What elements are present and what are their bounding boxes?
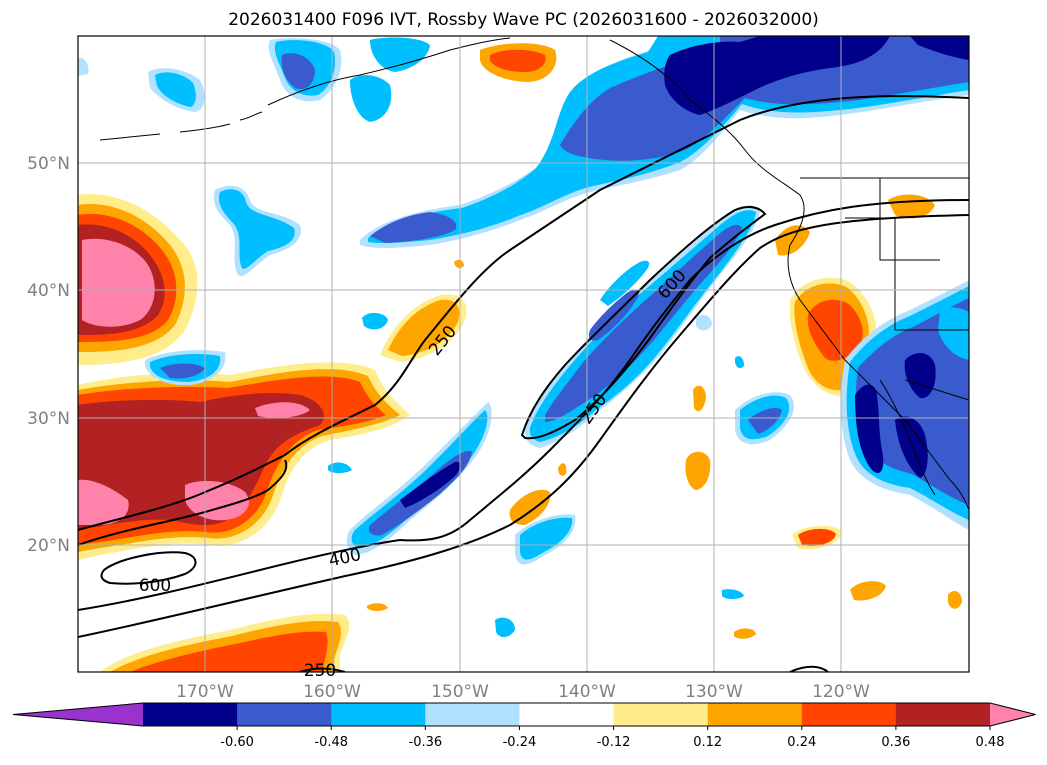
colorbar-segment xyxy=(237,703,332,726)
colorbar-extend-min xyxy=(13,703,143,726)
colorbar-segment xyxy=(425,703,520,726)
longitude-label: 120°W xyxy=(812,682,870,702)
state-line-b xyxy=(845,217,969,331)
contour-400-outer xyxy=(78,199,969,611)
colorbar: -0.60 -0.48 -0.36 -0.24 -0.12 0.12 0.24 0.36 0.4… xyxy=(12,702,1036,750)
colorbar-extend-max xyxy=(990,703,1036,726)
colorbar-tick-label: -0.36 xyxy=(409,735,443,750)
coastlines xyxy=(99,37,969,511)
longitude-label: 150°W xyxy=(431,682,489,702)
colorbar-segment xyxy=(143,703,238,726)
ivt-anomaly-fill xyxy=(78,36,969,672)
colorbar-tick-label: -0.48 xyxy=(314,735,348,750)
longitude-label: 130°W xyxy=(685,682,743,702)
baja xyxy=(879,379,936,496)
colorbar-tick-label: 0.24 xyxy=(787,735,816,750)
alaska-coast xyxy=(267,37,969,511)
colorbar-tick-label: -0.60 xyxy=(220,735,254,750)
map-frame xyxy=(77,35,970,673)
colorbar-outline xyxy=(12,702,1036,727)
state-line-a xyxy=(879,178,940,261)
state-line-c xyxy=(904,379,969,401)
contour-lines xyxy=(78,95,969,672)
colorbar-tick-label: -0.12 xyxy=(597,735,631,750)
latitude-label: 50°N xyxy=(27,154,70,174)
contour-600-east xyxy=(520,206,767,440)
latitude-label: 30°N xyxy=(27,409,70,429)
contour-250-south xyxy=(78,214,969,638)
colorbar-segment xyxy=(895,703,991,726)
colorbar-segment xyxy=(331,703,426,726)
latitude-label: 20°N xyxy=(27,536,70,556)
contour-600-west xyxy=(100,551,197,585)
latitude-labels: 50°N 40°N 30°N 20°N xyxy=(27,154,70,556)
colorbar-segment xyxy=(613,703,709,726)
longitude-label: 170°W xyxy=(176,682,234,702)
longitude-label: 160°W xyxy=(303,682,361,702)
colorbar-segment xyxy=(801,703,897,726)
colorbar-tick-label: 0.48 xyxy=(976,735,1005,750)
longitude-labels: 170°W 160°W 150°W 140°W 130°W 120°W xyxy=(176,682,870,702)
map-title: 2026031400 F096 IVT, Rossby Wave PC (202… xyxy=(228,10,819,30)
colorbar-tick-label: -0.24 xyxy=(503,735,537,750)
graticule xyxy=(78,36,969,672)
contour-250-bottom-right xyxy=(789,665,829,672)
contour-label: 600 xyxy=(139,576,171,596)
aleutians xyxy=(99,111,263,141)
latitude-label: 40°N xyxy=(27,281,70,301)
contour-250-north xyxy=(78,95,969,531)
colorbar-tick-label: 0.12 xyxy=(693,735,722,750)
contour-label: 250 xyxy=(304,661,336,681)
contour-600-inner xyxy=(78,459,288,546)
colorbar-tick-label: 0.36 xyxy=(881,735,910,750)
colorbar-segment xyxy=(707,703,803,726)
longitude-label: 140°W xyxy=(558,682,616,702)
colorbar-segment xyxy=(519,703,615,726)
